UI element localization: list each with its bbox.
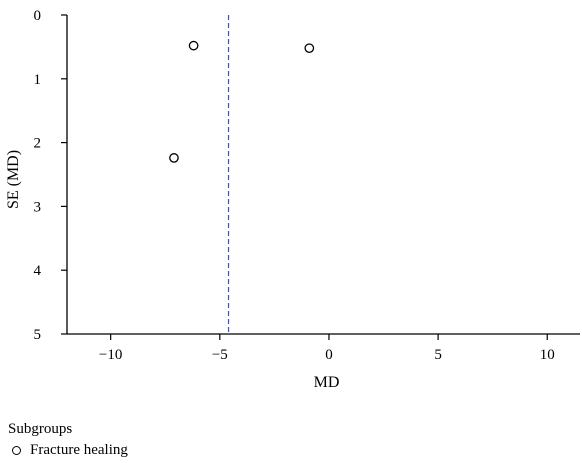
- y-tick-label: 4: [34, 263, 42, 279]
- x-axis-title: MD: [314, 374, 340, 391]
- legend: Subgroups Fracture healing: [8, 419, 128, 461]
- y-tick-label: 0: [34, 8, 42, 24]
- legend-item: Fracture healing: [8, 440, 128, 461]
- x-tick-label: 5: [434, 347, 442, 363]
- data-point: [304, 43, 315, 54]
- data-point: [188, 40, 199, 51]
- x-tick-label: −10: [99, 347, 122, 363]
- x-tick-label: 10: [540, 347, 555, 363]
- y-tick-label: 2: [34, 136, 42, 152]
- y-tick-label: 5: [34, 327, 42, 343]
- open-circle-icon: [12, 446, 21, 455]
- y-tick-label: 3: [34, 199, 42, 215]
- y-tick-label: 1: [34, 72, 42, 88]
- legend-item-label: Fracture healing: [30, 442, 128, 458]
- legend-title: Subgroups: [8, 421, 73, 437]
- ticks: −10 −5 0 5 10 0 1 2 3 4 5: [34, 8, 555, 363]
- data-points: [169, 40, 315, 163]
- y-axis-title: SE (MD): [5, 150, 22, 209]
- axes: [66, 15, 580, 335]
- funnel-plot: −10 −5 0 5 10 0 1 2 3 4 5 MD SE (MD): [5, 8, 580, 391]
- data-point: [169, 153, 179, 163]
- x-tick-label: 0: [325, 347, 333, 363]
- x-tick-label: −5: [212, 347, 228, 363]
